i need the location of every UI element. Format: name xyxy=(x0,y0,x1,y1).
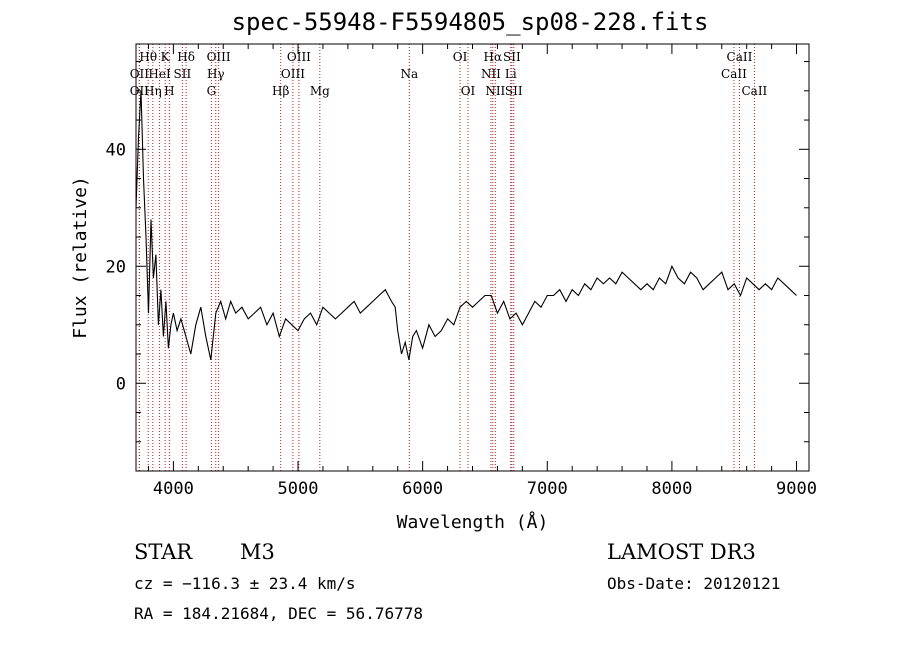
x-tick-label: 7000 xyxy=(527,479,568,499)
line-label: SII xyxy=(174,67,192,81)
line-label: K xyxy=(161,50,171,64)
y-tick-label: 40 xyxy=(106,140,126,160)
x-tick-label: 5000 xyxy=(278,479,319,499)
x-tick-label: 4000 xyxy=(153,479,194,499)
object-class: STAR xyxy=(134,540,193,564)
line-label: Mg xyxy=(310,84,330,98)
line-label: Hη xyxy=(144,84,162,98)
line-label: OIII xyxy=(287,50,311,64)
line-labels: OIIOIIHθHηHeIKHSIIHδGHγOIIIHβOIIIOIIIMgN… xyxy=(130,50,768,98)
spectrum-series xyxy=(135,90,797,361)
object-subclass: M3 xyxy=(240,540,275,564)
line-label: Na xyxy=(400,67,418,81)
x-tick-label: 8000 xyxy=(651,479,692,499)
chart-title: spec-55948-F5594805_sp08-228.fits xyxy=(231,8,709,36)
line-label: Hγ xyxy=(207,67,225,81)
x-tick-label: 9000 xyxy=(776,479,817,499)
line-label: Li xyxy=(505,67,517,81)
line-label: Hδ xyxy=(177,50,195,64)
line-markers xyxy=(138,44,755,471)
line-label: OIII xyxy=(281,67,305,81)
survey-name: LAMOST DR3 xyxy=(607,540,756,564)
line-label: OI xyxy=(453,50,468,64)
redshift-velocity: cz = −116.3 ± 23.4 km/s xyxy=(134,574,356,593)
line-label: NII xyxy=(481,67,501,81)
line-label: CaII xyxy=(741,84,767,98)
line-label: G xyxy=(207,84,217,98)
observation-date: Obs-Date: 20120121 xyxy=(607,574,781,593)
x-tick-label: 6000 xyxy=(402,479,443,499)
line-label: SII xyxy=(503,50,521,64)
line-label: OII xyxy=(130,84,150,98)
y-tick-label: 0 xyxy=(116,374,126,394)
line-label: HeI xyxy=(148,67,171,81)
plot-frame xyxy=(135,43,810,472)
line-label: Hα xyxy=(484,50,503,64)
y-tick-label: 20 xyxy=(106,257,126,277)
line-label: CaII xyxy=(727,50,753,64)
coordinates: RA = 184.21684, DEC = 56.76778 xyxy=(134,604,423,623)
y-axis-label: Flux (relative) xyxy=(70,176,91,339)
line-label: OII xyxy=(130,67,150,81)
line-label: CaII xyxy=(721,67,747,81)
line-label: H xyxy=(164,84,174,98)
axes: 4000 5000 6000 7000 8000 9000 0 20 40 Wavelength … xyxy=(70,43,817,533)
x-axis-label: Wavelength (Å) xyxy=(397,511,549,533)
line-label: OIII xyxy=(207,50,231,64)
line-label: SII xyxy=(505,84,523,98)
line-label: Hθ xyxy=(139,50,157,64)
line-label: OI xyxy=(461,84,476,98)
spectrum-line xyxy=(135,90,797,361)
line-label: Hβ xyxy=(272,84,289,98)
line-label: NII xyxy=(485,84,505,98)
